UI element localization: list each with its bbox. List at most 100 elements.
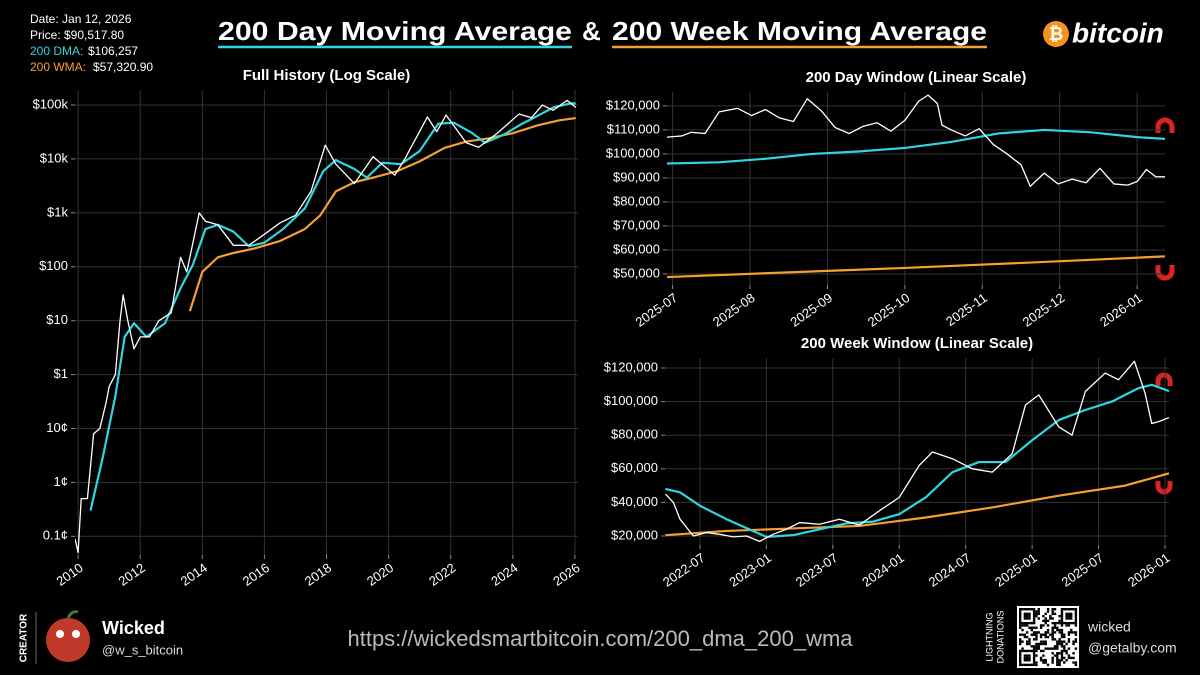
- qr-module: [1060, 642, 1064, 646]
- qr-module: [1074, 663, 1078, 667]
- qr-module: [1046, 647, 1050, 650]
- chart-title: 200 Day Window (Linear Scale): [806, 69, 1027, 86]
- donation-label: LIGHTNING: [984, 612, 994, 661]
- qr-module: [1053, 638, 1057, 641]
- qr-module: [1035, 654, 1038, 657]
- qr-module: [1074, 619, 1078, 622]
- avatar-eye: [56, 630, 64, 638]
- y-tick-label: $50,000: [613, 265, 660, 280]
- title-left: 200 Day Moving Average: [218, 16, 572, 46]
- qr-module: [1065, 624, 1068, 627]
- qr-module: [1035, 633, 1038, 636]
- qr-module: [1053, 654, 1057, 657]
- qr-module: [1023, 621, 1027, 625]
- y-tick-label: $60,000: [611, 460, 658, 475]
- qr-module: [1019, 661, 1022, 664]
- qr-module: [1053, 608, 1057, 611]
- qr-module: [1056, 661, 1059, 664]
- qr-module: [1067, 638, 1071, 641]
- qr-module: [1044, 612, 1047, 616]
- qr-module: [1074, 624, 1078, 627]
- wma-label: 200 WMA:: [30, 60, 86, 74]
- qr-module: [1025, 649, 1029, 653]
- y-tick-label: 10¢: [46, 420, 68, 435]
- qr-module: [1030, 608, 1033, 611]
- qr-module: [1039, 626, 1043, 629]
- title-amp: &: [582, 16, 601, 46]
- qr-module: [1072, 640, 1075, 643]
- qr-module: [1028, 654, 1031, 657]
- qr-module: [1063, 656, 1066, 660]
- creator-avatar: [46, 618, 90, 662]
- qr-module: [1025, 654, 1029, 657]
- qr-module: [1044, 635, 1047, 639]
- qr-module: [1019, 626, 1022, 629]
- donation-name: wicked: [1087, 619, 1131, 635]
- qr-module: [1023, 649, 1027, 653]
- qr-module: [1032, 612, 1036, 616]
- qr-module: [1072, 656, 1075, 660]
- qr-module: [1037, 647, 1040, 650]
- qr-module: [1032, 652, 1036, 655]
- qr-module: [1056, 645, 1059, 648]
- qr-module: [1051, 621, 1054, 625]
- qr-module: [1028, 614, 1031, 618]
- qr-module: [1056, 663, 1059, 667]
- qr-module: [1060, 635, 1064, 639]
- y-tick-label: $20,000: [611, 527, 658, 542]
- qr-module: [1028, 663, 1031, 667]
- qr-module: [1051, 638, 1054, 641]
- qr-module: [1058, 631, 1061, 634]
- qr-module: [1053, 621, 1057, 625]
- qr-module: [1070, 621, 1073, 625]
- qr-module: [1023, 614, 1027, 618]
- qr-module: [1058, 663, 1061, 667]
- qr-module: [1072, 608, 1075, 611]
- qr-module: [1028, 649, 1031, 653]
- qr-module: [1074, 633, 1078, 636]
- qr-module: [1019, 614, 1022, 618]
- qr-module: [1067, 640, 1071, 643]
- qr-module: [1023, 617, 1027, 620]
- qr-module: [1060, 656, 1064, 660]
- creator-name: Wicked: [102, 618, 165, 638]
- qr-module: [1053, 631, 1057, 634]
- price-info: Price: $90,517.80: [30, 28, 124, 42]
- qr-module: [1053, 626, 1057, 629]
- qr-module: [1037, 610, 1040, 613]
- qr-module: [1051, 661, 1054, 664]
- qr-module: [1025, 631, 1029, 634]
- qr-module: [1056, 628, 1059, 632]
- qr-module: [1058, 628, 1061, 632]
- qr-module: [1058, 614, 1061, 618]
- qr-module: [1065, 649, 1068, 653]
- qr-module: [1032, 661, 1036, 664]
- qr-module: [1067, 624, 1071, 627]
- qr-module: [1046, 635, 1050, 639]
- qr-module: [1019, 663, 1022, 667]
- qr-module: [1032, 663, 1036, 667]
- qr-module: [1060, 624, 1064, 627]
- qr-module: [1025, 642, 1029, 646]
- qr-module: [1070, 628, 1073, 632]
- qr-module: [1046, 663, 1050, 667]
- qr-module: [1023, 633, 1027, 636]
- qr-module: [1051, 628, 1054, 632]
- qr-module: [1028, 621, 1031, 625]
- qr-module: [1025, 612, 1029, 616]
- qr-module: [1056, 647, 1059, 650]
- qr-module: [1019, 656, 1022, 660]
- qr-module: [1063, 635, 1066, 639]
- qr-module: [1042, 649, 1045, 653]
- qr-module: [1032, 633, 1036, 636]
- qr-module: [1028, 640, 1031, 643]
- qr-module: [1072, 642, 1075, 646]
- qr-module: [1042, 654, 1045, 657]
- y-tick-label: $100,000: [606, 145, 660, 160]
- y-tick-label: $80,000: [611, 427, 658, 442]
- qr-module: [1023, 659, 1027, 662]
- qr-module: [1060, 652, 1064, 655]
- y-tick-label: $100k: [33, 96, 69, 111]
- qr-module: [1032, 659, 1036, 662]
